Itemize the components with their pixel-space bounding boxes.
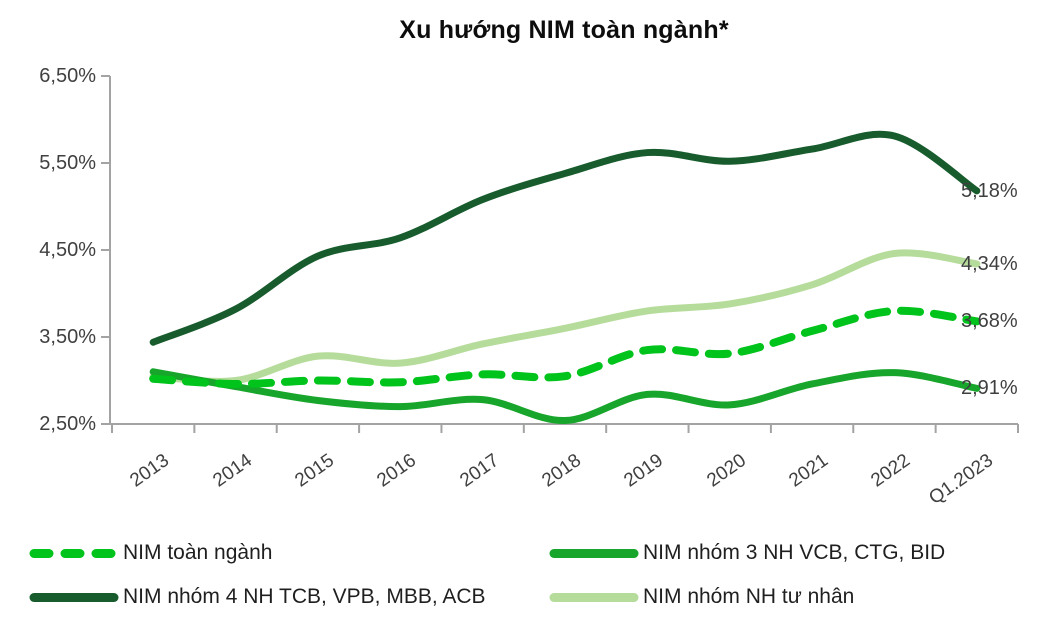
y-axis-tick-label: 5,50% — [39, 152, 96, 174]
series-line-industry — [149, 306, 981, 388]
legend-label: NIM nhóm 3 NH VCB, CTG, BID — [643, 541, 946, 564]
series-end-label-private: 4,34% — [961, 252, 1018, 275]
series-end-label-group4: 5,18% — [961, 179, 1018, 202]
series-line-group4 — [149, 130, 981, 346]
solid-line-swatch-icon — [29, 592, 119, 602]
legend-item-group4: NIM nhóm 4 NH TCB, VPB, MBB, ACB — [28, 585, 548, 609]
legend-label: NIM nhóm NH tư nhân — [643, 585, 855, 608]
y-axis-tick-label: 3,50% — [39, 326, 96, 348]
series-line-group3 — [149, 368, 981, 425]
dashed-line-swatch-icon — [29, 548, 119, 558]
chart-title: Xu hướng NIM toàn ngành* — [399, 16, 729, 44]
solid-line-swatch-icon — [549, 592, 639, 602]
series-end-label-industry: 3,68% — [961, 310, 1018, 333]
y-axis-tick-label: 4,50% — [39, 239, 96, 261]
legend-item-industry: NIM toàn ngành — [28, 541, 548, 565]
series-line-private — [149, 249, 981, 385]
legend: NIM toàn ngành NIM nhóm 3 NH VCB, CTG, B… — [28, 531, 1042, 619]
legend-label: NIM toàn ngành — [123, 541, 273, 564]
legend-label: NIM nhóm 4 NH TCB, VPB, MBB, ACB — [123, 585, 486, 608]
legend-item-private: NIM nhóm NH tư nhân — [548, 585, 1042, 609]
y-axis-tick-label: 2,50% — [39, 413, 96, 435]
legend-item-group3: NIM nhóm 3 NH VCB, CTG, BID — [548, 541, 1042, 565]
solid-line-swatch-icon — [549, 548, 639, 558]
y-axis-tick-label: 6,50% — [39, 65, 96, 87]
series-end-label-group3: 2,91% — [961, 377, 1018, 400]
